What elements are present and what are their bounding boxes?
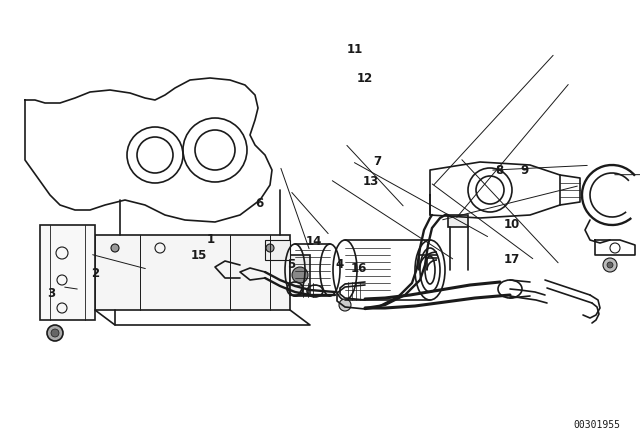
Text: 13: 13 bbox=[363, 175, 380, 188]
Circle shape bbox=[339, 299, 351, 311]
Text: 00301955: 00301955 bbox=[573, 420, 620, 430]
Text: 12: 12 bbox=[356, 72, 373, 85]
Text: 15: 15 bbox=[190, 249, 207, 262]
Text: 10: 10 bbox=[504, 217, 520, 231]
Circle shape bbox=[266, 244, 274, 252]
Circle shape bbox=[292, 267, 308, 283]
Circle shape bbox=[51, 329, 59, 337]
Circle shape bbox=[603, 258, 617, 272]
Text: 4: 4 bbox=[335, 258, 343, 271]
Text: 6: 6 bbox=[255, 197, 263, 211]
Circle shape bbox=[607, 262, 613, 268]
Text: 1: 1 bbox=[207, 233, 215, 246]
Text: 5: 5 bbox=[287, 258, 295, 271]
Text: 7: 7 bbox=[374, 155, 381, 168]
Bar bbox=[448, 215, 468, 227]
Text: 8: 8 bbox=[495, 164, 503, 177]
Circle shape bbox=[111, 244, 119, 252]
Bar bbox=[95, 235, 290, 310]
Bar bbox=[265, 240, 290, 260]
Text: 2: 2 bbox=[91, 267, 99, 280]
Text: 3: 3 bbox=[47, 287, 55, 300]
Bar bbox=[40, 225, 95, 320]
Text: 17: 17 bbox=[504, 253, 520, 267]
Circle shape bbox=[47, 325, 63, 341]
Bar bbox=[290, 255, 310, 295]
Text: 14: 14 bbox=[305, 235, 322, 249]
Text: 16: 16 bbox=[350, 262, 367, 276]
Text: 11: 11 bbox=[347, 43, 364, 56]
Text: 9: 9 bbox=[521, 164, 529, 177]
